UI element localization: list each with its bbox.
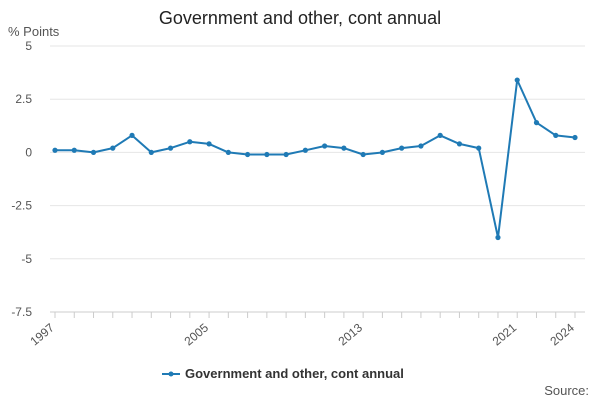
series-line [55,79,576,239]
data-point[interactable] [148,149,154,155]
x-axis: 1997 2005 2013 2021 2024 [27,311,585,348]
data-point[interactable] [418,143,424,149]
data-point[interactable] [52,147,58,153]
x-tick-label: 2005 [182,320,212,348]
data-point[interactable] [322,143,328,149]
data-point[interactable] [225,149,231,155]
data-point[interactable] [514,77,520,83]
data-point[interactable] [71,147,77,153]
legend-marker-swatch [168,371,174,377]
y-tick-label: 5 [25,39,32,53]
data-point[interactable] [244,151,251,158]
data-point[interactable] [187,139,193,145]
source-label: Source: [544,383,589,398]
legend-label: Government and other, cont annual [185,366,404,381]
data-point[interactable] [283,151,289,158]
y-tick-label: 2.5 [15,92,32,106]
x-tick-label: 2021 [490,320,520,348]
y-tick-label: 0 [25,145,32,159]
series-layer [52,77,578,241]
data-point[interactable] [437,132,443,138]
data-point[interactable] [572,134,578,141]
y-axis-label: % Points [8,24,60,39]
data-point[interactable] [379,149,386,155]
data-point[interactable] [129,132,135,138]
data-point[interactable] [360,151,366,158]
data-point[interactable] [495,234,501,241]
y-tick-label: -5 [21,252,32,266]
data-point[interactable] [456,141,463,147]
data-point[interactable] [110,145,116,151]
data-point[interactable] [302,147,308,153]
data-point[interactable] [553,132,559,138]
data-point[interactable] [399,145,405,151]
gridlines: 5 2.5 0 -2.5 -5 -7.5 [11,39,585,319]
data-point[interactable] [264,151,270,158]
data-point[interactable] [533,120,540,126]
y-tick-label: -2.5 [11,199,32,213]
x-tick-label: 1997 [27,320,57,348]
x-tick-label: 2024 [547,320,577,348]
x-tick-label: 2013 [336,320,366,348]
data-point[interactable] [206,141,212,147]
data-point[interactable] [341,145,347,151]
legend[interactable]: Government and other, cont annual [162,366,404,381]
data-point[interactable] [90,149,97,155]
data-point[interactable] [476,145,482,151]
y-tick-label: -7.5 [11,305,32,319]
data-point[interactable] [167,145,174,151]
chart-title: Government and other, cont annual [159,8,441,28]
